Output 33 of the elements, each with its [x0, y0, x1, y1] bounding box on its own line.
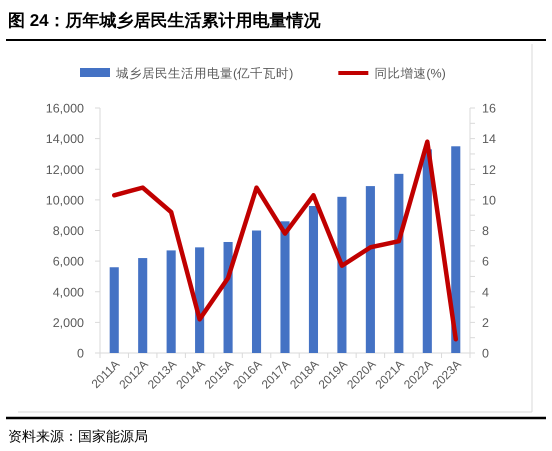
y2-tick-label: 8 — [482, 224, 489, 238]
legend-label: 同比增速(%) — [374, 66, 446, 80]
y2-tick-label: 12 — [482, 162, 496, 177]
y-tick-label: 4,000 — [52, 285, 84, 300]
y-tick-label: 14,000 — [46, 132, 84, 146]
y-tick-label: 10,000 — [46, 193, 84, 208]
bar — [394, 174, 404, 353]
y2-tick-label: 14 — [482, 132, 496, 146]
y-tick-label: 2,000 — [52, 316, 84, 330]
bar — [252, 230, 262, 353]
bar — [110, 267, 119, 353]
bar — [422, 149, 432, 353]
chart-title: 图 24：历年城乡居民生活累计用电量情况 — [8, 11, 322, 30]
text: 资料来源：国家能源局 — [8, 429, 148, 445]
bar — [308, 206, 318, 353]
y2-tick-label: 4 — [482, 285, 489, 300]
y-tick-label: 8,000 — [52, 224, 84, 238]
bar — [366, 186, 375, 353]
y-tick-label: 0 — [77, 346, 84, 360]
y2-tick-label: 6 — [482, 254, 489, 269]
y-tick-label: 16,000 — [46, 102, 84, 116]
y2-tick-label: 16 — [482, 102, 496, 116]
y-tick-label: 12,000 — [46, 162, 84, 177]
y-tick-label: 6,000 — [52, 254, 84, 269]
bar — [280, 221, 290, 353]
bar — [451, 146, 460, 353]
y2-tick-label: 10 — [482, 193, 496, 208]
y2-tick-label: 0 — [482, 346, 489, 360]
bar — [337, 196, 346, 353]
bar — [166, 250, 176, 353]
y2-tick-label: 2 — [482, 316, 489, 330]
bar — [138, 258, 148, 353]
legend-label: 城乡居民生活用电量(亿千瓦时) — [115, 66, 294, 80]
